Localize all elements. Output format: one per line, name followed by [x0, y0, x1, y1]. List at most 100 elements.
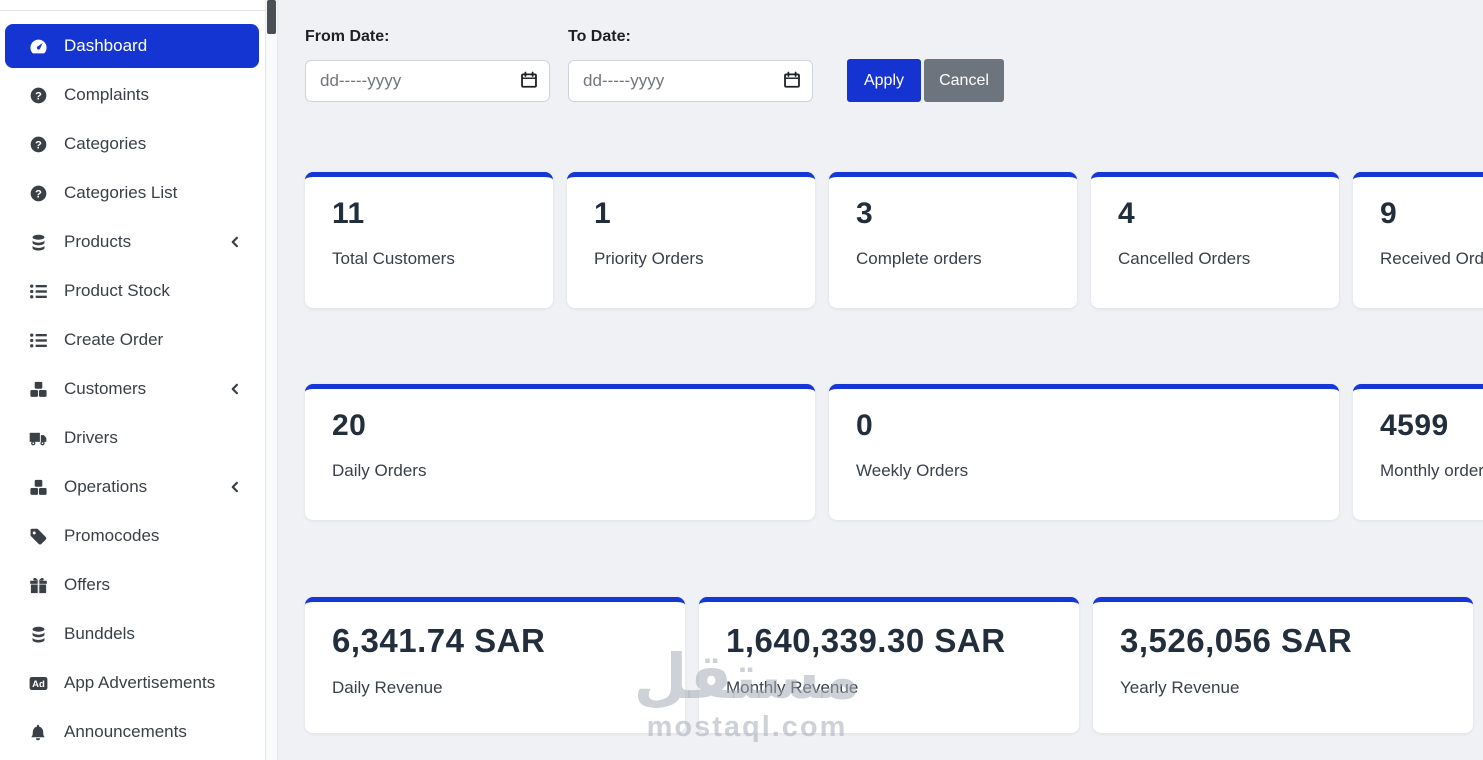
stat-card-monthly-revenue: 1,640,339.30 SAR Monthly Revenue: [699, 597, 1079, 733]
sidebar-item-label: Announcements: [64, 722, 187, 742]
stat-card-weekly-orders: 0 Weekly Orders: [829, 384, 1339, 520]
sidebar-item-operations[interactable]: Operations: [5, 465, 259, 509]
stat-label: Received Orders: [1380, 249, 1483, 269]
stat-label: Yearly Revenue: [1120, 678, 1473, 698]
chevron-left-icon: [229, 382, 259, 396]
apply-button[interactable]: Apply: [847, 59, 921, 102]
stat-value: 1: [594, 197, 815, 231]
stat-value: 3,526,056 SAR: [1120, 622, 1473, 660]
stat-value: 0: [856, 409, 1339, 443]
chevron-left-icon: [229, 480, 259, 494]
sidebar-item-announcements[interactable]: Announcements: [5, 710, 259, 754]
stat-card-complete-orders: 3 Complete orders: [829, 172, 1077, 308]
question-circle-icon: ?: [27, 135, 49, 154]
sidebar-item-customers[interactable]: Customers: [5, 367, 259, 411]
sidebar-item-label: Operations: [64, 477, 147, 497]
calendar-icon[interactable]: [520, 71, 538, 94]
svg-text:?: ?: [35, 90, 42, 102]
sidebar-item-promocodes[interactable]: Promocodes: [5, 514, 259, 558]
sidebar-item-label: App Advertisements: [64, 673, 215, 693]
stat-card-daily-revenue: 6,341.74 SAR Daily Revenue: [305, 597, 685, 733]
stat-label: Weekly Orders: [856, 461, 1339, 481]
stat-value: 3: [856, 197, 1077, 231]
revenue-row: 6,341.74 SAR Daily Revenue 1,640,339.30 …: [305, 597, 1483, 733]
to-date-input[interactable]: [568, 60, 813, 102]
sidebar-item-label: Product Stock: [64, 281, 170, 301]
stat-label: Daily Orders: [332, 461, 815, 481]
cubes-icon: [27, 380, 49, 399]
date-filter-bar: From Date: To Date: Apply Cancel: [305, 28, 1483, 102]
sidebar-item-products[interactable]: Products: [5, 220, 259, 264]
sidebar-top-divider: [0, 10, 265, 11]
truck-icon: [27, 429, 49, 448]
sidebar-item-label: Categories: [64, 134, 146, 154]
cubes-icon: [27, 478, 49, 497]
sidebar-item-product-stock[interactable]: Product Stock: [5, 269, 259, 313]
sidebar-item-label: Products: [64, 232, 131, 252]
stat-value: 9: [1380, 197, 1483, 231]
tag-icon: [27, 527, 49, 546]
sidebar-item-label: Complaints: [64, 85, 149, 105]
sidebar-item-label: Create Order: [64, 330, 163, 350]
stat-value: 1,640,339.30 SAR: [726, 622, 1079, 660]
stat-card-total-customers: 11 Total Customers: [305, 172, 553, 308]
coins-icon: [27, 625, 49, 644]
sidebar-scrollbar[interactable]: [265, 0, 278, 760]
stat-card-daily-orders: 20 Daily Orders: [305, 384, 815, 520]
chevron-left-icon: [229, 235, 259, 249]
sidebar: Dashboard ? Complaints ? Categories ? Ca…: [0, 0, 265, 760]
stat-label: Monthly Revenue: [726, 678, 1079, 698]
stat-label: Daily Revenue: [332, 678, 685, 698]
question-circle-icon: ?: [27, 86, 49, 105]
sidebar-item-label: Offers: [64, 575, 110, 595]
stat-card-received-orders: 9 Received Orders: [1353, 172, 1483, 308]
stat-value: 4: [1118, 197, 1339, 231]
sidebar-item-categories-list[interactable]: ? Categories List: [5, 171, 259, 215]
to-date-label: To Date:: [568, 28, 813, 46]
stat-card-cancelled-orders: 4 Cancelled Orders: [1091, 172, 1339, 308]
stat-label: Monthly orders: [1380, 461, 1483, 481]
from-date-label: From Date:: [305, 28, 550, 46]
calendar-icon[interactable]: [783, 71, 801, 94]
svg-text:?: ?: [35, 139, 42, 151]
sidebar-item-offers[interactable]: Offers: [5, 563, 259, 607]
stat-card-priority-orders: 1 Priority Orders: [567, 172, 815, 308]
sidebar-item-label: Promocodes: [64, 526, 159, 546]
sidebar-item-drivers[interactable]: Drivers: [5, 416, 259, 460]
stat-label: Cancelled Orders: [1118, 249, 1339, 269]
stat-label: Total Customers: [332, 249, 553, 269]
coins-icon: [27, 233, 49, 252]
sidebar-item-create-order[interactable]: Create Order: [5, 318, 259, 362]
stats-row-1: 11 Total Customers 1 Priority Orders 3 C…: [305, 172, 1483, 308]
stat-value: 20: [332, 409, 815, 443]
svg-text:?: ?: [35, 188, 42, 200]
gift-icon: [27, 576, 49, 595]
from-date-group: From Date:: [305, 28, 550, 102]
stat-label: Complete orders: [856, 249, 1077, 269]
gauge-icon: [27, 37, 49, 56]
cancel-button[interactable]: Cancel: [924, 59, 1004, 102]
stat-card-monthly-orders: 4599 Monthly orders: [1353, 384, 1483, 520]
stat-card-yearly-revenue: 3,526,056 SAR Yearly Revenue: [1093, 597, 1473, 733]
list-icon: [27, 331, 49, 350]
sidebar-item-label: Dashboard: [64, 36, 147, 56]
svg-text:Ad: Ad: [32, 679, 45, 690]
stat-value: 11: [332, 197, 553, 231]
sidebar-item-categories[interactable]: ? Categories: [5, 122, 259, 166]
sidebar-item-complaints[interactable]: ? Complaints: [5, 73, 259, 117]
stat-value: 6,341.74 SAR: [332, 622, 685, 660]
sidebar-item-label: Customers: [64, 379, 146, 399]
stats-row-2: 20 Daily Orders 0 Weekly Orders 4599 Mon…: [305, 384, 1483, 520]
sidebar-item-label: Bunddels: [64, 624, 135, 644]
list-icon: [27, 282, 49, 301]
stat-value: 4599: [1380, 409, 1483, 443]
sidebar-item-app-advertisements[interactable]: Ad App Advertisements: [5, 661, 259, 705]
question-circle-icon: ?: [27, 184, 49, 203]
sidebar-item-label: Drivers: [64, 428, 118, 448]
sidebar-item-bunddels[interactable]: Bunddels: [5, 612, 259, 656]
from-date-input[interactable]: [305, 60, 550, 102]
bell-icon: [27, 723, 49, 742]
sidebar-scrollbar-thumb[interactable]: [267, 0, 276, 34]
sidebar-item-dashboard[interactable]: Dashboard: [5, 24, 259, 68]
main-content: From Date: To Date: Apply Cancel: [278, 0, 1483, 760]
